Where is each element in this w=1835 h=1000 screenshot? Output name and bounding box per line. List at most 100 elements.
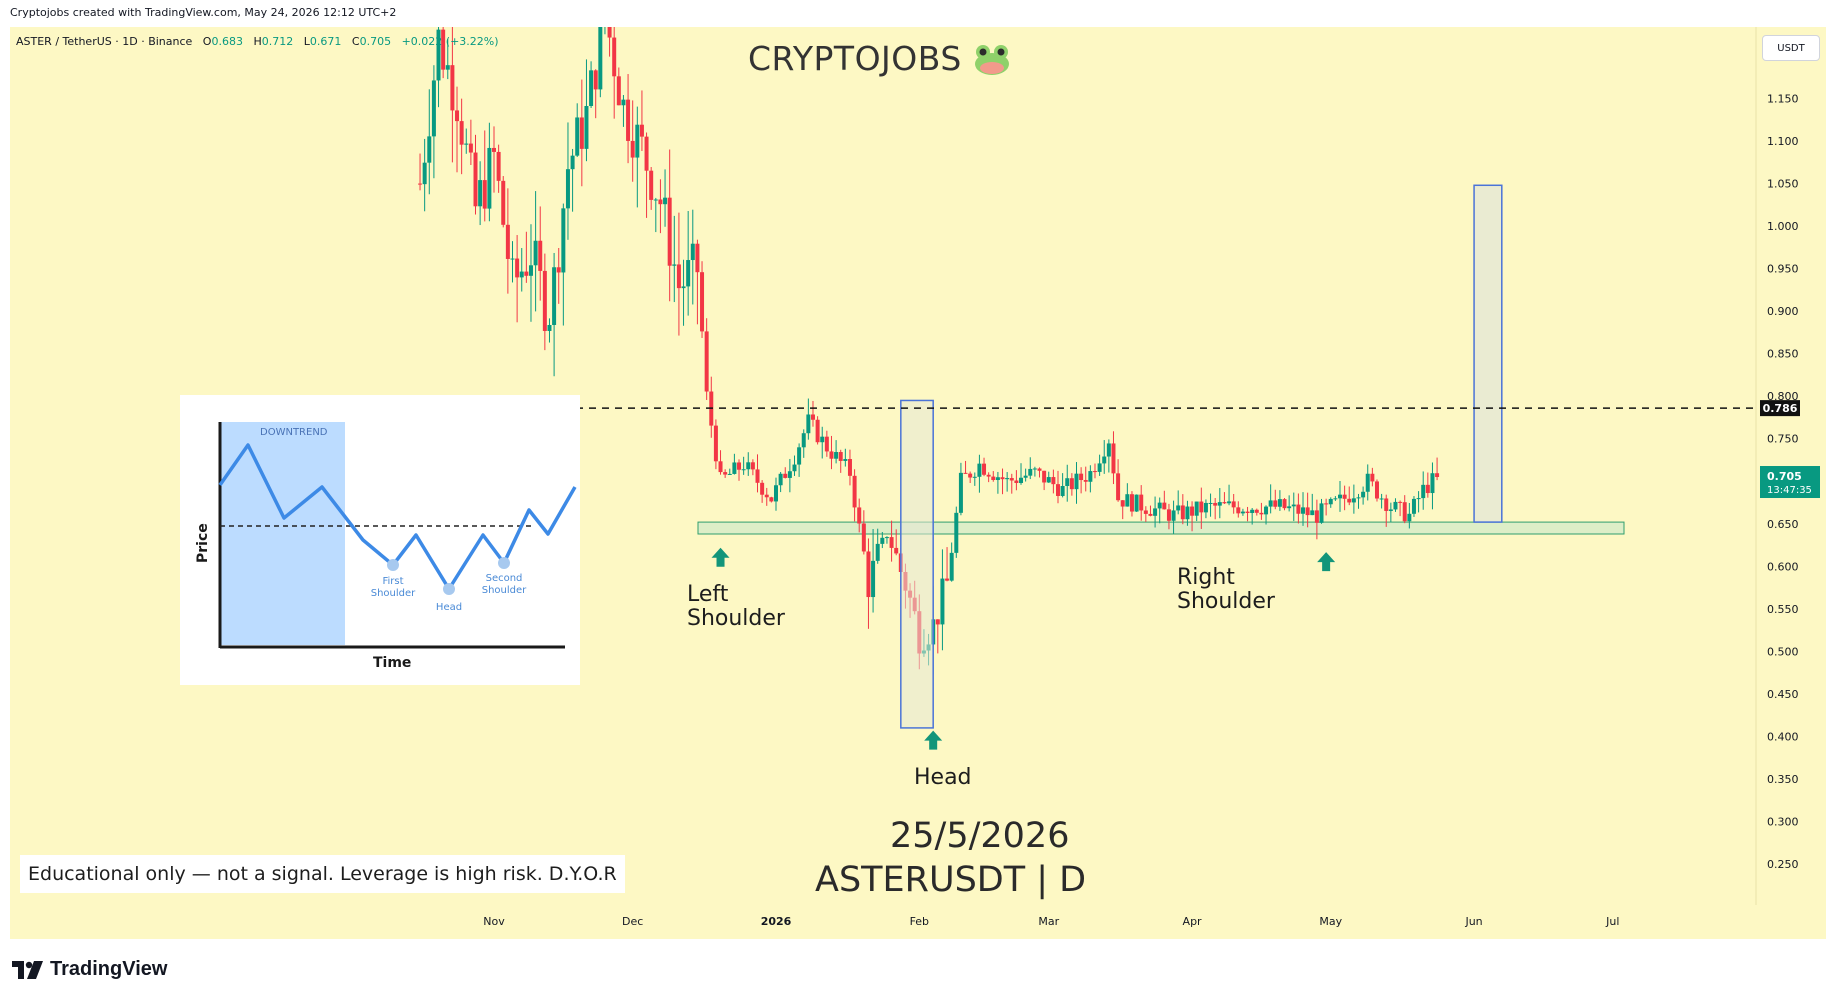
- y-tick-label: 0.650: [1767, 518, 1799, 531]
- y-tick-label: 0.750: [1767, 433, 1799, 446]
- candle-body: [690, 243, 695, 261]
- candle-body: [635, 124, 640, 158]
- candle-body: [880, 537, 885, 544]
- candle-body: [1028, 468, 1033, 476]
- candle-body: [1019, 477, 1024, 484]
- frog-icon: [974, 44, 1009, 75]
- candle-body: [1046, 477, 1051, 483]
- y-tick-label: 0.950: [1767, 263, 1799, 276]
- candle-body: [986, 474, 991, 477]
- inset-first-shoulder-dot: [387, 559, 399, 571]
- candle-body: [1402, 502, 1407, 522]
- candle-body: [510, 258, 515, 260]
- y-tick-label: 0.600: [1767, 560, 1799, 573]
- candle-body: [1259, 512, 1264, 515]
- y-tick-label: 1.150: [1767, 93, 1799, 106]
- candle-body: [1092, 471, 1097, 473]
- candle-body: [1407, 513, 1412, 522]
- candle-body: [875, 543, 880, 561]
- candle-body: [542, 270, 547, 331]
- candle-body: [1079, 473, 1084, 481]
- candle-body: [1222, 502, 1227, 504]
- candle-body: [468, 143, 473, 153]
- candle-body: [445, 65, 450, 70]
- y-tick-label: 0.250: [1767, 858, 1799, 871]
- candle-body: [741, 469, 746, 471]
- candle-body: [1097, 463, 1102, 472]
- candle-body: [787, 471, 792, 478]
- right-shoulder-label: Right Shoulder: [1177, 566, 1275, 614]
- candle-body: [806, 414, 811, 434]
- candle-body: [487, 147, 492, 209]
- candle-body: [1324, 503, 1329, 505]
- candle-body: [584, 105, 589, 149]
- candle-body: [894, 547, 899, 554]
- candle-body: [607, 27, 612, 38]
- candle-body: [1227, 501, 1232, 504]
- candle-body: [746, 462, 751, 470]
- y-tick-label: 1.050: [1767, 178, 1799, 191]
- x-tick-label: Nov: [483, 915, 505, 928]
- x-tick-label: Jun: [1464, 915, 1482, 928]
- tradingview-footer[interactable]: TradingView: [12, 958, 167, 981]
- candle-body: [565, 169, 570, 209]
- candle-body: [1203, 502, 1208, 513]
- currency-button[interactable]: USDT: [1762, 35, 1820, 61]
- disclaimer-box: Educational only — not a signal. Leverag…: [20, 855, 625, 893]
- candle-body: [1277, 499, 1282, 507]
- candle-body: [1314, 510, 1319, 523]
- candle-body: [1213, 502, 1218, 506]
- candle-body: [991, 476, 996, 481]
- candle-body: [579, 117, 584, 149]
- price-change: +0.022 (+3.22%): [401, 35, 499, 48]
- symbol-pair: ASTER / TetherUS · 1D · Binance: [16, 35, 193, 48]
- candle-body: [1236, 507, 1241, 514]
- candle-body: [427, 136, 432, 163]
- x-tick-label: Mar: [1038, 915, 1059, 928]
- candle-body: [431, 80, 436, 137]
- candle-body: [801, 433, 806, 448]
- inset-pattern-line: [218, 443, 577, 591]
- candle-body: [1171, 510, 1176, 521]
- candle-body: [1139, 494, 1144, 511]
- candle-body: [1065, 478, 1070, 487]
- candle-body: [889, 537, 894, 548]
- candle-body: [616, 76, 621, 106]
- candle-body: [884, 537, 889, 539]
- candle-body: [1356, 497, 1361, 499]
- inset-head-dot: [443, 583, 455, 595]
- candle-body: [570, 155, 575, 170]
- candle-body: [663, 197, 668, 205]
- candle-body: [1102, 456, 1107, 464]
- candle-body: [797, 447, 802, 465]
- candle-body: [1116, 473, 1121, 501]
- candle-body: [1180, 505, 1185, 520]
- inset-time-label: Time: [373, 655, 411, 671]
- candle-body: [732, 462, 737, 474]
- candle-body: [1176, 505, 1181, 511]
- candle-body: [561, 208, 566, 273]
- candle-body: [963, 472, 968, 474]
- candle-body: [750, 462, 755, 470]
- candle-body: [1393, 501, 1398, 510]
- candle-body: [792, 464, 797, 472]
- high-value: 0.712: [261, 35, 294, 48]
- candle-body: [1014, 480, 1019, 484]
- y-tick-label: 0.300: [1767, 815, 1799, 828]
- x-tick-label: Dec: [622, 915, 643, 928]
- candle-body: [1384, 498, 1389, 511]
- candle-body: [1398, 501, 1403, 503]
- brand-text: CRYPTOJOBS: [748, 39, 962, 78]
- candle-body: [501, 180, 506, 225]
- candle-body: [1194, 501, 1199, 516]
- candle-body: [598, 27, 603, 90]
- candle-body: [958, 472, 963, 513]
- candle-body: [1296, 504, 1301, 514]
- candle-body: [1310, 510, 1315, 516]
- candle-body: [1435, 473, 1440, 478]
- left-shoulder-label: Left Shoulder: [687, 583, 785, 631]
- candle-body: [1153, 508, 1158, 516]
- candle-body: [995, 477, 1000, 481]
- candle-body: [1361, 491, 1366, 498]
- chart-area[interactable]: 1.2001.1501.1001.0501.0000.9500.9000.850…: [10, 27, 1826, 939]
